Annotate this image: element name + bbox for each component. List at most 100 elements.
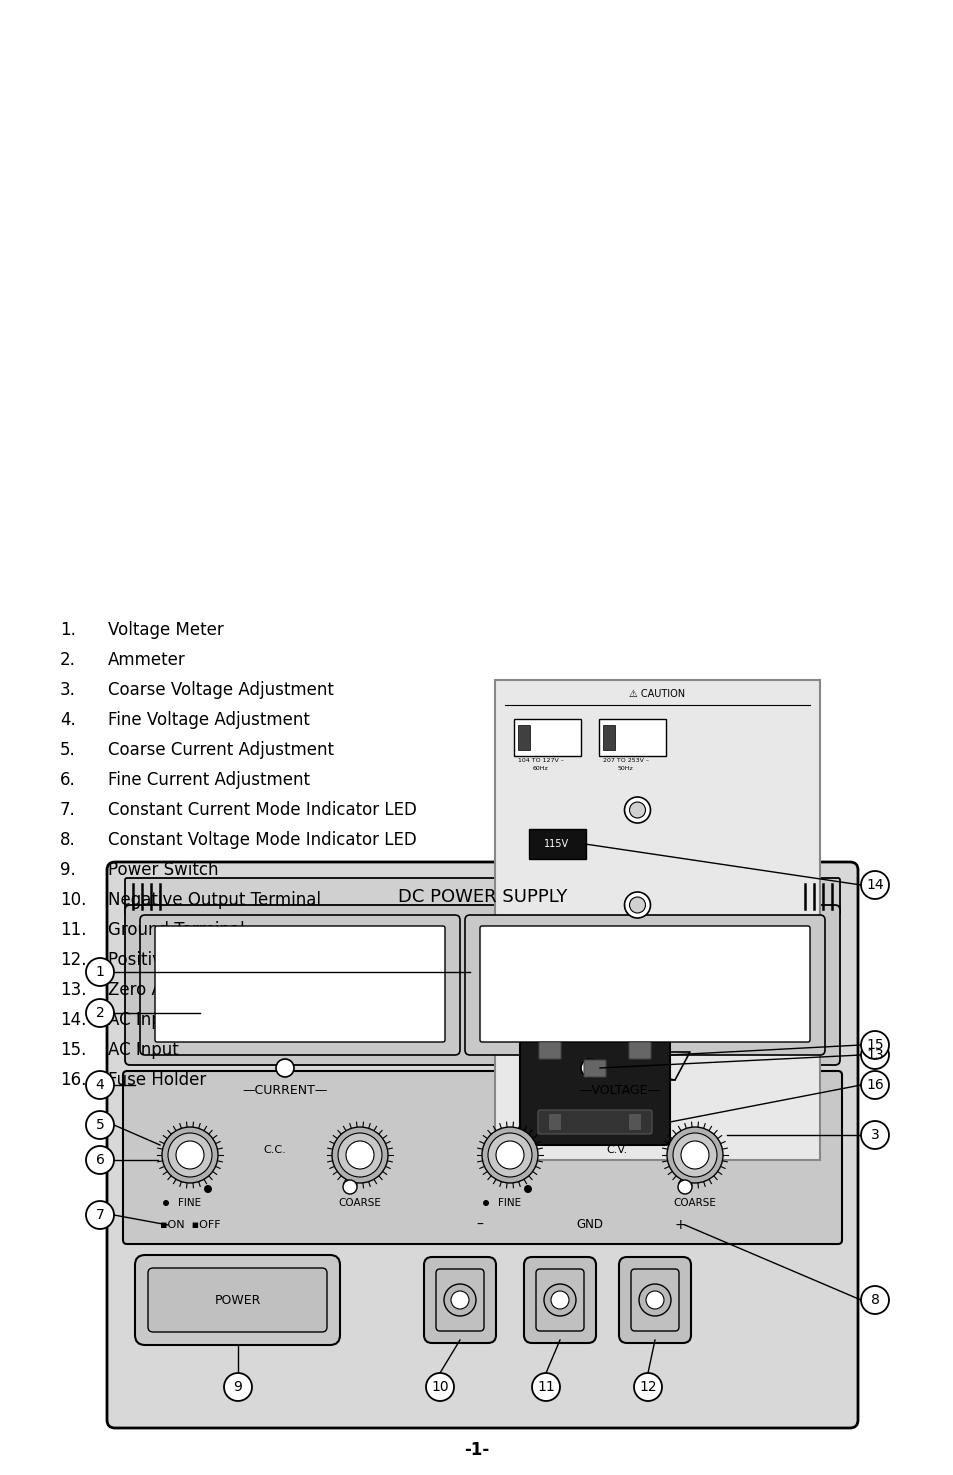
Text: 115V: 115V <box>544 839 569 850</box>
Text: Fuse Holder: Fuse Holder <box>108 1071 206 1089</box>
Text: FINE: FINE <box>178 1198 201 1208</box>
Text: 6.: 6. <box>60 771 75 789</box>
Text: ⚠ CAUTION: ⚠ CAUTION <box>629 689 685 699</box>
Circle shape <box>861 1031 888 1059</box>
Circle shape <box>680 1142 708 1170</box>
Text: GND: GND <box>576 1218 603 1232</box>
Text: 207 TO 253V –: 207 TO 253V – <box>602 758 648 764</box>
Circle shape <box>861 1121 888 1149</box>
Text: –: – <box>476 1218 483 1232</box>
Circle shape <box>645 1291 663 1308</box>
FancyBboxPatch shape <box>598 718 665 757</box>
Text: 2: 2 <box>95 1006 104 1021</box>
Circle shape <box>86 1111 113 1139</box>
Text: 6: 6 <box>95 1153 104 1167</box>
Text: 10.: 10. <box>60 891 87 909</box>
Text: COARSE: COARSE <box>673 1198 716 1208</box>
FancyBboxPatch shape <box>630 1268 679 1330</box>
FancyBboxPatch shape <box>479 926 809 1041</box>
Text: 13: 13 <box>865 1049 882 1062</box>
Circle shape <box>86 957 113 985</box>
Text: ⚠  T 3A L 250V(LINE 230V)ø5x20: ⚠ T 3A L 250V(LINE 230V)ø5x20 <box>510 935 625 941</box>
Text: 15.: 15. <box>60 1041 87 1059</box>
Circle shape <box>481 1127 537 1183</box>
FancyBboxPatch shape <box>514 718 580 757</box>
Text: —CURRENT—: —CURRENT— <box>242 1084 327 1096</box>
Text: 104 TO 127V –: 104 TO 127V – <box>517 758 563 764</box>
Text: Coarse Current Adjustment: Coarse Current Adjustment <box>108 740 334 760</box>
Circle shape <box>624 892 650 917</box>
Text: 2.: 2. <box>60 650 76 670</box>
Circle shape <box>162 1127 218 1183</box>
Circle shape <box>175 1142 204 1170</box>
Circle shape <box>861 1041 888 1069</box>
FancyBboxPatch shape <box>123 1071 841 1243</box>
Circle shape <box>451 1291 469 1308</box>
Text: 15: 15 <box>865 1038 882 1052</box>
Text: POWER: POWER <box>214 1294 260 1307</box>
Circle shape <box>86 1146 113 1174</box>
Text: Negative Output Terminal: Negative Output Terminal <box>108 891 320 909</box>
Text: Constant Voltage Mode Indicator LED: Constant Voltage Mode Indicator LED <box>108 830 416 850</box>
Text: 14.: 14. <box>60 1010 87 1030</box>
Circle shape <box>337 1133 381 1177</box>
FancyBboxPatch shape <box>135 1255 339 1345</box>
Circle shape <box>224 1373 252 1401</box>
Circle shape <box>496 1142 523 1170</box>
Circle shape <box>666 1127 722 1183</box>
Text: 8.: 8. <box>60 830 75 850</box>
Text: 12: 12 <box>639 1381 656 1394</box>
Circle shape <box>168 1133 212 1177</box>
Circle shape <box>861 1286 888 1314</box>
FancyBboxPatch shape <box>537 1111 651 1134</box>
Text: 11.: 11. <box>60 920 87 940</box>
Text: 1.: 1. <box>60 621 76 639</box>
Text: DC POWER SUPPLY: DC POWER SUPPLY <box>397 888 567 906</box>
FancyBboxPatch shape <box>436 1268 483 1330</box>
FancyBboxPatch shape <box>140 914 459 1055</box>
Circle shape <box>634 1373 661 1401</box>
Bar <box>628 1114 640 1130</box>
Circle shape <box>426 1373 454 1401</box>
Polygon shape <box>599 1052 689 1080</box>
FancyBboxPatch shape <box>536 1268 583 1330</box>
Text: 4.: 4. <box>60 711 75 729</box>
FancyBboxPatch shape <box>583 1061 605 1077</box>
FancyBboxPatch shape <box>464 914 824 1055</box>
FancyBboxPatch shape <box>519 1025 669 1145</box>
Text: 12.: 12. <box>60 951 87 969</box>
FancyBboxPatch shape <box>538 1041 560 1059</box>
Text: Power Switch: Power Switch <box>108 861 218 879</box>
Text: AC Input: AC Input <box>108 1041 178 1059</box>
Text: ▪ON  ▪OFF: ▪ON ▪OFF <box>159 1220 220 1230</box>
Bar <box>602 726 615 749</box>
Circle shape <box>275 1059 294 1077</box>
Circle shape <box>163 1201 169 1207</box>
Text: 9.: 9. <box>60 861 75 879</box>
Text: —VOLTAGE—: —VOLTAGE— <box>578 1084 659 1096</box>
Bar <box>548 1114 560 1130</box>
Text: -1-: -1- <box>464 1441 489 1459</box>
Text: 3.: 3. <box>60 681 76 699</box>
FancyBboxPatch shape <box>423 1257 496 1344</box>
Text: 16.: 16. <box>60 1071 87 1089</box>
Circle shape <box>332 1127 388 1183</box>
Text: AC Input Voltage Switch: AC Input Voltage Switch <box>108 1010 306 1030</box>
Text: FINE: FINE <box>497 1198 521 1208</box>
Text: Ground Terminal: Ground Terminal <box>108 920 244 940</box>
Text: Constant Current Mode Indicator LED: Constant Current Mode Indicator LED <box>108 801 416 819</box>
Circle shape <box>580 1059 598 1077</box>
FancyBboxPatch shape <box>628 1041 650 1059</box>
Text: Zero Adjust (XP-605 only): Zero Adjust (XP-605 only) <box>108 981 320 999</box>
Circle shape <box>639 1285 670 1316</box>
FancyBboxPatch shape <box>172 1372 253 1417</box>
Bar <box>517 726 530 749</box>
Text: Fine Voltage Adjustment: Fine Voltage Adjustment <box>108 711 310 729</box>
Circle shape <box>488 1133 532 1177</box>
Text: 13.: 13. <box>60 981 87 999</box>
Circle shape <box>523 1184 532 1193</box>
Text: 1: 1 <box>95 965 104 979</box>
FancyBboxPatch shape <box>523 1257 596 1344</box>
Text: +: + <box>674 1218 685 1232</box>
Text: 16: 16 <box>865 1078 882 1092</box>
